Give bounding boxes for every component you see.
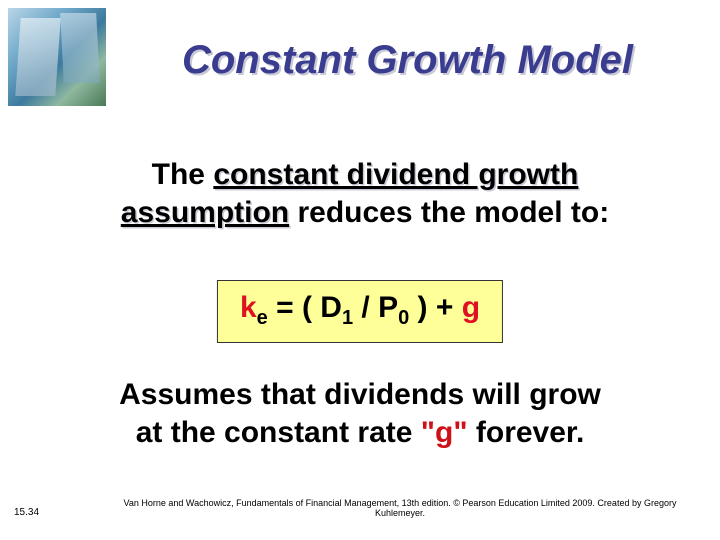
assume-line2b: forever. [468, 416, 585, 449]
assume-line1: Assumes that dividends will grow [119, 378, 601, 411]
assume-g-quoted: "g" [421, 416, 468, 449]
formula-close: ) + [409, 291, 462, 324]
formula-d-sub: 1 [342, 307, 353, 329]
intro-text: The constant dividend growth assumption … [60, 156, 670, 231]
footer-citation: Van Horne and Wachowicz, Fundamentals of… [100, 498, 700, 518]
formula-eq: = ( D [268, 291, 342, 324]
intro-pre: The [152, 158, 214, 191]
intro-keyword-2: assumption [121, 196, 289, 229]
intro-post: reduces the model to: [289, 196, 609, 229]
formula-p-sub: 0 [398, 307, 409, 329]
formula-g: g [462, 291, 480, 324]
formula-k: k [240, 291, 257, 324]
slide-number: 15.34 [14, 507, 39, 518]
formula-k-sub: e [257, 307, 268, 329]
formula-box: ke = ( D1 / P0 ) + g [217, 280, 503, 343]
assumption-text: Assumes that dividends will grow at the … [40, 376, 680, 451]
slide-title: Constant Growth Model [115, 38, 700, 83]
assume-line2a: at the constant rate [136, 416, 421, 449]
intro-keyword-1: constant dividend growth [213, 158, 578, 191]
corner-decorative-image [8, 8, 106, 106]
formula-mid: / P [353, 291, 398, 324]
